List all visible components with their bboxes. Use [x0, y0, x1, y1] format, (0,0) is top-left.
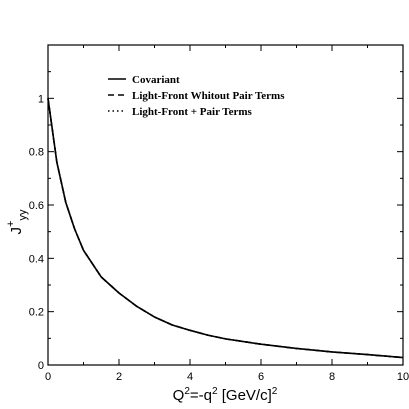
y-axis-label: J+yy [5, 209, 29, 234]
x-tick-label: 4 [187, 371, 193, 383]
x-tick-label: 0 [45, 371, 51, 383]
x-label-tail: [GeV/c] [218, 387, 272, 404]
x-label-sup3: 2 [272, 386, 278, 397]
series-layer [47, 98, 404, 359]
x-label-mid: =-q [190, 387, 212, 404]
x-label-sup2: 2 [212, 386, 218, 397]
y-label-sub: yy [17, 209, 29, 221]
x-tick-label: 2 [116, 371, 122, 383]
y-tick-label: 1 [38, 93, 44, 105]
x-label-base: Q [173, 387, 185, 404]
series-line [47, 98, 404, 359]
y-tick-label: 0.2 [29, 307, 44, 319]
legend: Covariant Light-Front Whitout Pair Terms L… [108, 74, 285, 118]
y-tick-label: 0.6 [29, 200, 44, 212]
axis-ticks: 0 2 4 6 8 10 0 0.2 0.4 0.6 0.8 1 [29, 45, 409, 383]
y-tick-label: 0 [38, 360, 44, 372]
y-tick-label: 0.8 [29, 147, 44, 159]
x-tick-label: 8 [329, 371, 335, 383]
x-tick-label: 10 [397, 371, 409, 383]
legend-label: Covariant [132, 74, 180, 86]
x-label-sup1: 2 [184, 386, 190, 397]
y-tick-label: 0.4 [29, 253, 44, 265]
series-line [47, 98, 404, 359]
series-line [47, 98, 404, 359]
legend-label: Light-Front Whitout Pair Terms [132, 90, 285, 102]
x-tick-label: 6 [258, 371, 264, 383]
x-axis-label: Q2=-q2 [GeV/c]2 [173, 386, 278, 404]
y-label-base: J [8, 227, 25, 235]
y-label-sup: + [5, 221, 17, 227]
legend-label: Light-Front + Pair Terms [132, 106, 253, 118]
